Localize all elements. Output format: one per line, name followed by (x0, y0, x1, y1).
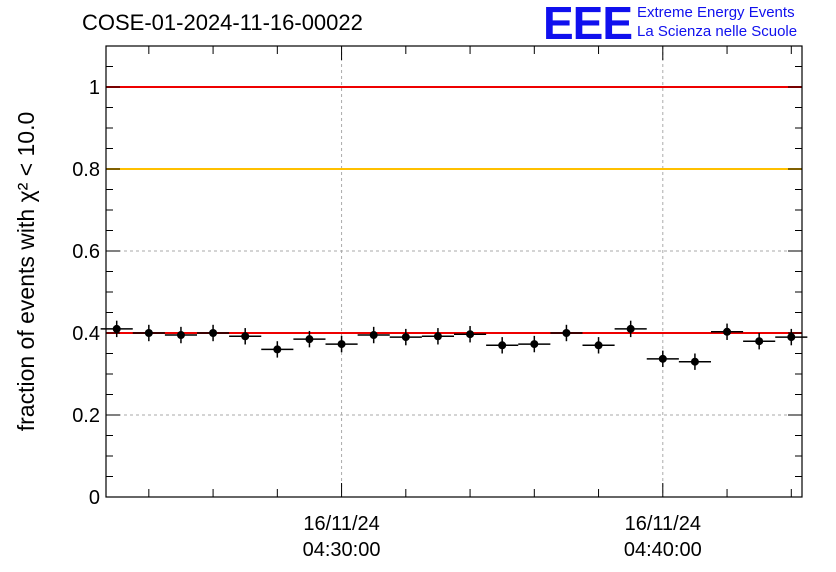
y-tick-label: 0.2 (72, 405, 100, 427)
y-tick-label: 0.6 (72, 241, 100, 263)
data-point (787, 333, 796, 342)
plot-frame (105, 45, 803, 498)
data-point (723, 327, 732, 336)
data-point (433, 332, 442, 341)
y-axis-label: fraction of events with χ² < 10.0 (13, 112, 39, 432)
y-tick-label: 0 (89, 487, 100, 509)
data-point (690, 357, 699, 366)
logo-line-1: Extreme Energy Events (637, 4, 795, 21)
data-point (305, 335, 314, 344)
chart-title: COSE-01-2024-11-16-00022 (82, 10, 363, 35)
logo-line-2: La Scienza nelle Scuole (637, 23, 798, 40)
x-tick-time-label: 04:30:00 (303, 539, 381, 561)
x-tick-date-label: 16/11/24 (625, 513, 701, 535)
y-tick-label: 0.8 (72, 159, 100, 181)
data-point (562, 329, 571, 337)
data-point (401, 333, 410, 342)
data-point (594, 341, 603, 350)
eee-logo: EEE (543, 0, 633, 49)
data-point (626, 324, 635, 333)
data-point (144, 329, 153, 337)
data-point (337, 340, 346, 349)
data-point (273, 345, 282, 354)
data-point (466, 330, 475, 339)
x-tick-date-label: 16/11/24 (303, 513, 379, 535)
y-tick-label: 1 (89, 77, 100, 99)
data-point (209, 329, 218, 337)
x-tick-time-label: 04:40:00 (624, 539, 702, 561)
data-point (112, 324, 121, 333)
data-point (498, 341, 507, 350)
logo-text: Extreme Energy Events La Scienza nelle S… (637, 3, 797, 41)
y-tick-label: 0.4 (72, 323, 100, 345)
data-point (241, 332, 250, 341)
data-point (530, 340, 539, 349)
data-point (369, 331, 378, 340)
data-point (755, 337, 764, 346)
data-point (176, 331, 185, 340)
data-point (658, 354, 667, 363)
